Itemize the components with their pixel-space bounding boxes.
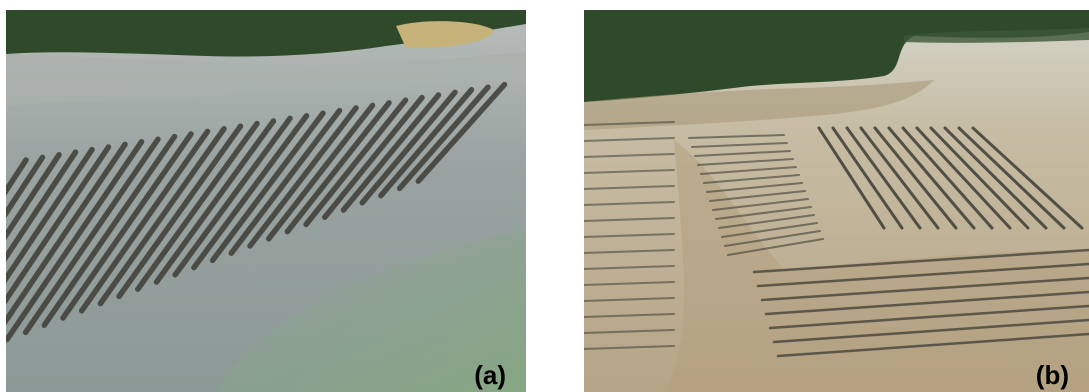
oyster-rack [6,139,145,343]
oyster-rack [6,154,46,219]
oyster-rack [6,141,128,326]
oyster-rack [873,126,958,230]
oyster-rack [957,126,1066,230]
oyster-rack [584,345,675,350]
sandstone-cliff [396,21,494,48]
oyster-rack [697,158,794,166]
photo-panel-b: (b) [584,10,1089,392]
oyster-rack [694,150,791,157]
oyster-rack [247,105,359,249]
oyster-rack [727,238,824,256]
oyster-rack [584,265,675,270]
oyster-rack [584,185,675,190]
oyster-rack [929,126,1030,230]
oyster-rack [284,100,392,235]
oyster-rack [700,166,797,175]
oyster-rack [153,118,277,285]
oyster-rack [340,92,442,213]
oyster-rack [60,131,194,321]
oyster-rack [859,126,940,230]
oyster-rack [715,206,812,220]
oyster-rack [265,102,376,242]
oyster-rack [688,134,785,139]
oyster-rack [228,107,343,256]
oyster-rack [322,94,425,220]
oyster-rack [6,146,95,284]
oyster-rack [116,123,244,300]
photo-panel-a: (a) [6,10,526,392]
oyster-rack [22,136,161,336]
oyster-rack [817,126,886,230]
oyster-rack [191,113,310,271]
oyster-rack [415,81,508,184]
oyster-rack [378,87,475,199]
oyster-rack [584,297,675,302]
oyster-rack [845,126,922,230]
oyster-rack [584,153,675,158]
oyster-rack [584,169,675,174]
oyster-farm-photo-b [584,10,1089,392]
oyster-rack [915,126,1012,230]
oyster-rack [584,249,675,254]
oyster-rack [887,126,976,230]
oyster-rack [584,313,675,318]
oyster-rack [584,121,675,126]
forested-shoreline [6,10,526,57]
oyster-rack [943,126,1048,230]
oyster-rack [78,128,211,314]
far-shoreline [904,28,1089,43]
oyster-rack [584,233,675,238]
oyster-racks-a [6,81,508,343]
oyster-rack [776,332,1089,358]
oyster-rack [760,276,1089,302]
oyster-rack [97,126,227,307]
oyster-rack [584,137,675,142]
oyster-rack [901,126,994,230]
oyster-farm-photo-a [6,10,526,392]
oyster-rack [756,262,1089,288]
oyster-rack [172,115,293,278]
oyster-rack [831,126,904,230]
oyster-rack [359,89,458,206]
oyster-rack [712,198,809,211]
oyster-rack [691,142,788,148]
oyster-rack [584,201,675,206]
oyster-rack [752,248,1089,274]
oyster-rack [724,230,821,247]
oyster-rack [396,84,491,192]
oyster-rack [6,152,62,241]
oyster-rack [41,133,178,328]
shallow-flat [6,52,526,106]
oyster-rack [764,290,1089,316]
oyster-rack [709,190,806,202]
oyster-rack [6,144,112,305]
oyster-rack [584,281,675,286]
oyster-rack [721,222,818,238]
oyster-rack [772,318,1089,344]
panel-label-b: (b) [1035,360,1069,390]
oyster-rack [971,126,1084,230]
mud-bank [584,80,934,130]
green-shallows [216,230,526,392]
oyster-rack [584,217,675,222]
oyster-rack [303,97,409,228]
oyster-rack [6,149,79,262]
panel-label-a: (a) [474,360,506,390]
oyster-rack [706,182,803,193]
oyster-rack [718,214,815,229]
oyster-racks-b [584,121,1089,358]
oyster-rack [768,304,1089,330]
oyster-rack [209,110,326,264]
oyster-rack [584,329,675,334]
oyster-rack [703,174,800,184]
oyster-rack [135,120,260,292]
